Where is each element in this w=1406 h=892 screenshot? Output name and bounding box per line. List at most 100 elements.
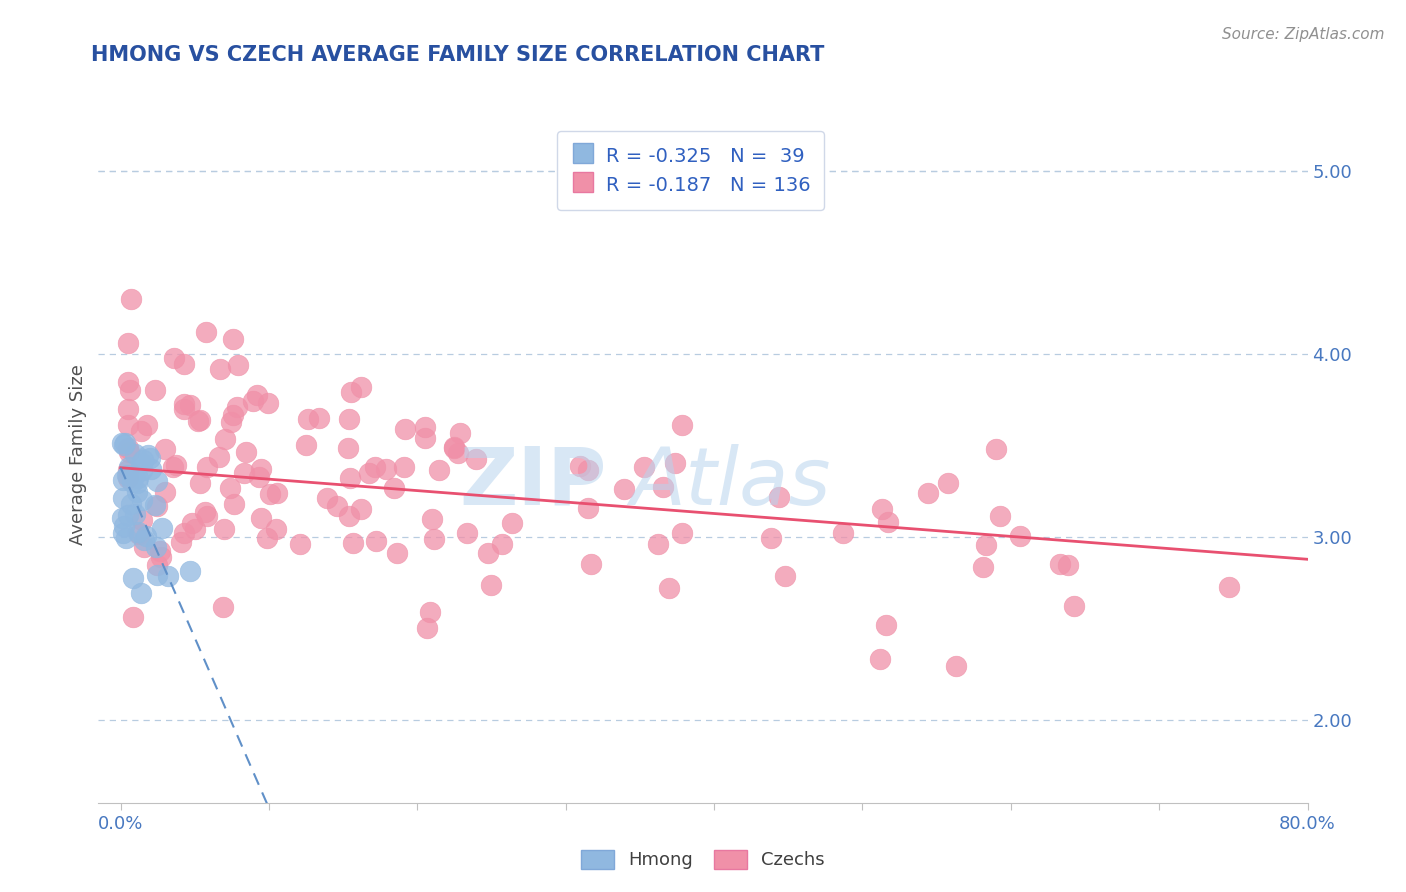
Point <box>139 450 162 465</box>
Point <box>658 581 681 595</box>
Point <box>387 546 409 560</box>
Point <box>110 511 132 525</box>
Point <box>479 578 502 592</box>
Point <box>222 497 245 511</box>
Point <box>652 480 675 494</box>
Point <box>115 531 138 545</box>
Point <box>179 398 201 412</box>
Point <box>120 292 142 306</box>
Point <box>114 436 136 450</box>
Point <box>219 415 242 429</box>
Point <box>179 565 201 579</box>
Point <box>339 508 361 523</box>
Point <box>121 571 143 585</box>
Point <box>250 462 273 476</box>
Point <box>145 474 167 488</box>
Point <box>184 522 207 536</box>
Text: Atlas: Atlas <box>630 443 831 522</box>
Point <box>443 441 465 455</box>
Point <box>195 325 218 339</box>
Point <box>150 549 173 564</box>
Point <box>869 651 891 665</box>
Point <box>768 490 790 504</box>
Point <box>297 412 319 426</box>
Point <box>875 617 897 632</box>
Point <box>256 531 278 545</box>
Point <box>112 518 135 533</box>
Point <box>416 621 439 635</box>
Point <box>117 508 139 523</box>
Point <box>945 659 967 673</box>
Point <box>326 499 349 513</box>
Point <box>117 441 139 455</box>
Point <box>190 476 212 491</box>
Point <box>350 379 373 393</box>
Point <box>759 532 782 546</box>
Point <box>187 414 209 428</box>
Point <box>146 499 169 513</box>
Text: ZIP: ZIP <box>458 443 606 522</box>
Point <box>139 462 162 476</box>
Point <box>491 537 513 551</box>
Point <box>124 447 146 461</box>
Point <box>165 458 187 472</box>
Point <box>121 475 143 489</box>
Point <box>340 385 363 400</box>
Point <box>222 332 245 346</box>
Point <box>394 421 416 435</box>
Point <box>131 463 153 477</box>
Point <box>477 546 499 560</box>
Point <box>974 537 997 551</box>
Point <box>449 426 471 441</box>
Point <box>226 359 249 373</box>
Point <box>122 469 145 483</box>
Point <box>364 460 387 475</box>
Point <box>118 383 141 397</box>
Point <box>233 467 256 481</box>
Point <box>423 532 446 546</box>
Point <box>118 459 141 474</box>
Point <box>131 513 153 527</box>
Point <box>181 516 204 530</box>
Point <box>1008 529 1031 543</box>
Point <box>456 526 478 541</box>
Point <box>136 448 159 462</box>
Point <box>581 558 603 572</box>
Point <box>163 351 186 366</box>
Point <box>375 462 398 476</box>
Point <box>501 516 523 531</box>
Point <box>1049 557 1071 571</box>
Point <box>143 498 166 512</box>
Legend: Hmong, Czechs: Hmong, Czechs <box>572 841 834 879</box>
Point <box>125 484 148 499</box>
Point <box>465 451 488 466</box>
Point <box>112 473 135 487</box>
Point <box>195 509 218 524</box>
Point <box>984 442 1007 457</box>
Point <box>382 481 405 495</box>
Point <box>337 412 360 426</box>
Point <box>117 401 139 416</box>
Point <box>226 401 249 415</box>
Point <box>127 475 149 490</box>
Point <box>173 396 195 410</box>
Point <box>316 491 339 506</box>
Point <box>117 375 139 389</box>
Point <box>1063 599 1085 613</box>
Point <box>419 606 441 620</box>
Point <box>148 543 170 558</box>
Point <box>214 432 236 446</box>
Point <box>259 486 281 500</box>
Point <box>339 471 361 485</box>
Point <box>249 470 271 484</box>
Point <box>576 500 599 515</box>
Point <box>288 537 311 551</box>
Point <box>415 431 437 445</box>
Point <box>671 418 693 433</box>
Point <box>127 524 149 539</box>
Point <box>129 586 152 600</box>
Point <box>117 445 139 459</box>
Point <box>132 540 155 554</box>
Point <box>613 482 636 496</box>
Point <box>870 502 893 516</box>
